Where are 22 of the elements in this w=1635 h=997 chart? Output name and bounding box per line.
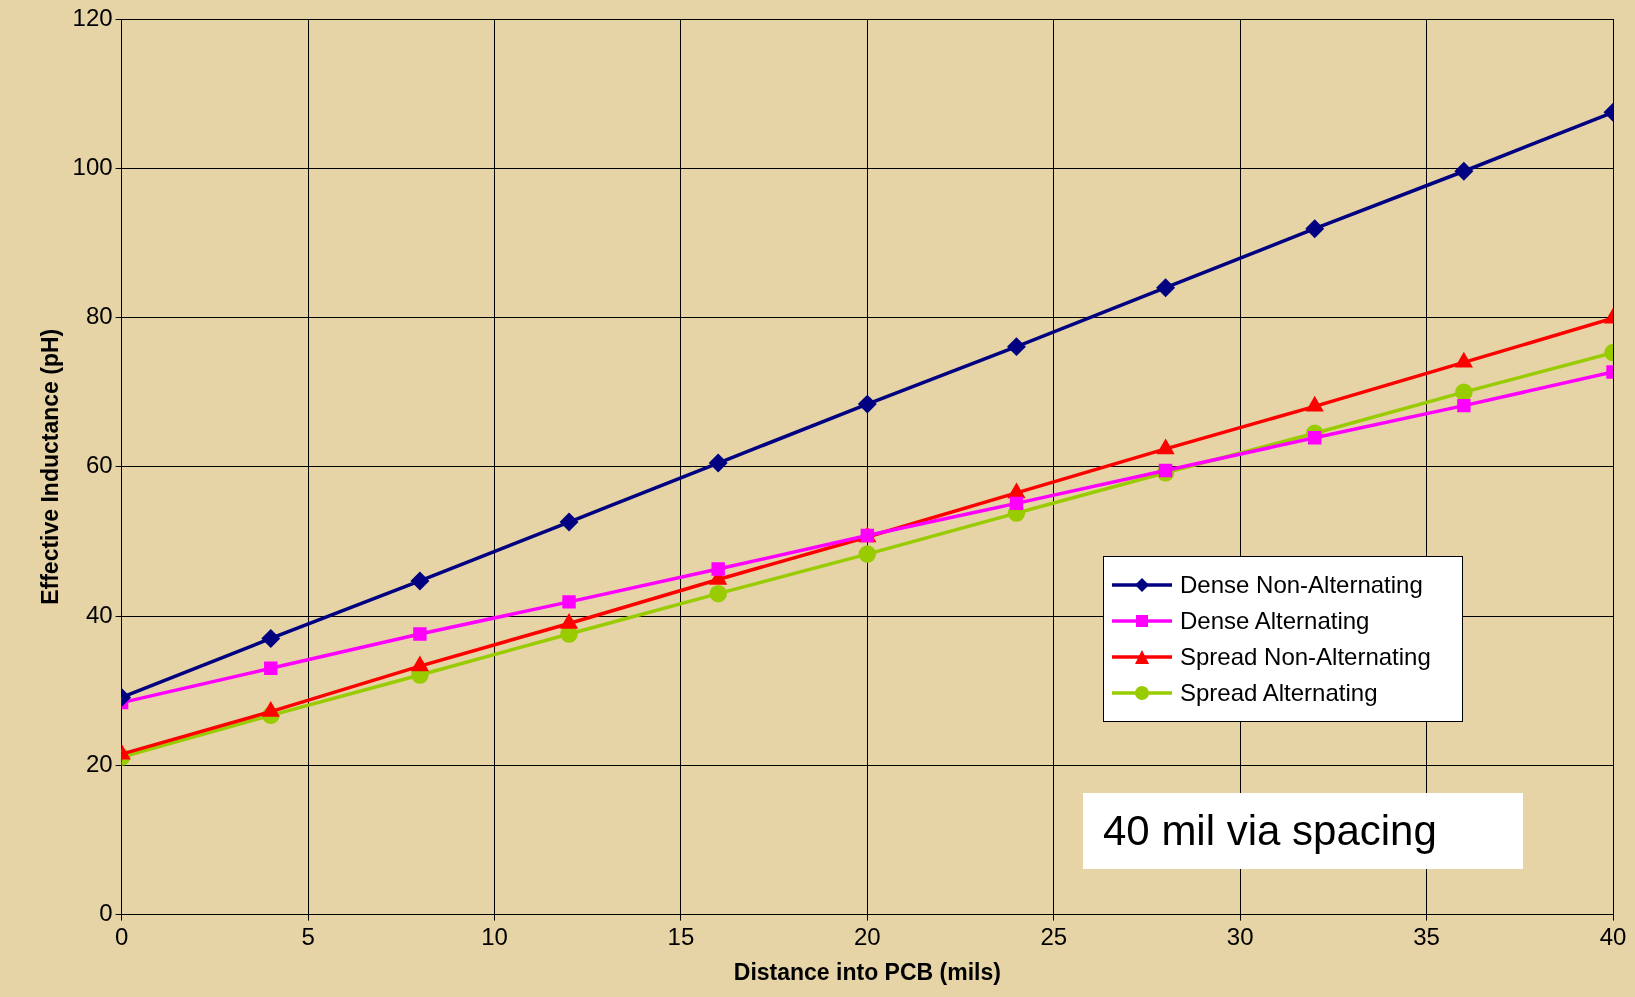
x-tick-label: 35 [1413,922,1440,950]
x-tick-label: 15 [667,922,695,950]
y-tick-label: 120 [72,3,113,31]
legend-label: Dense Alternating [1180,607,1370,636]
legend-label: Spread Alternating [1180,679,1378,708]
legend-label: Spread Non-Alternating [1180,643,1431,672]
x-axis-title: Distance into PCB (mils) [733,958,1001,985]
y-tick-label: 20 [85,749,113,777]
y-axis-title: Effective Inductance (pH) [37,328,64,605]
x-tick-label: 30 [1226,922,1254,950]
y-tick-label: 60 [85,451,113,479]
y-tick-label: 100 [72,152,113,180]
x-tick-label: 10 [481,922,508,950]
annotation: 40 mil via spacing [1083,792,1523,869]
legend-label: Dense Non-Alternating [1180,571,1423,600]
x-tick-label: 5 [301,922,315,950]
y-tick-label: 80 [85,302,113,330]
x-tick-label: 20 [853,922,881,950]
x-tick-label: 25 [1040,922,1068,950]
x-tick-label: 40 [1599,922,1627,950]
y-tick-label: 40 [85,600,113,628]
y-tick-label: 0 [99,899,113,927]
